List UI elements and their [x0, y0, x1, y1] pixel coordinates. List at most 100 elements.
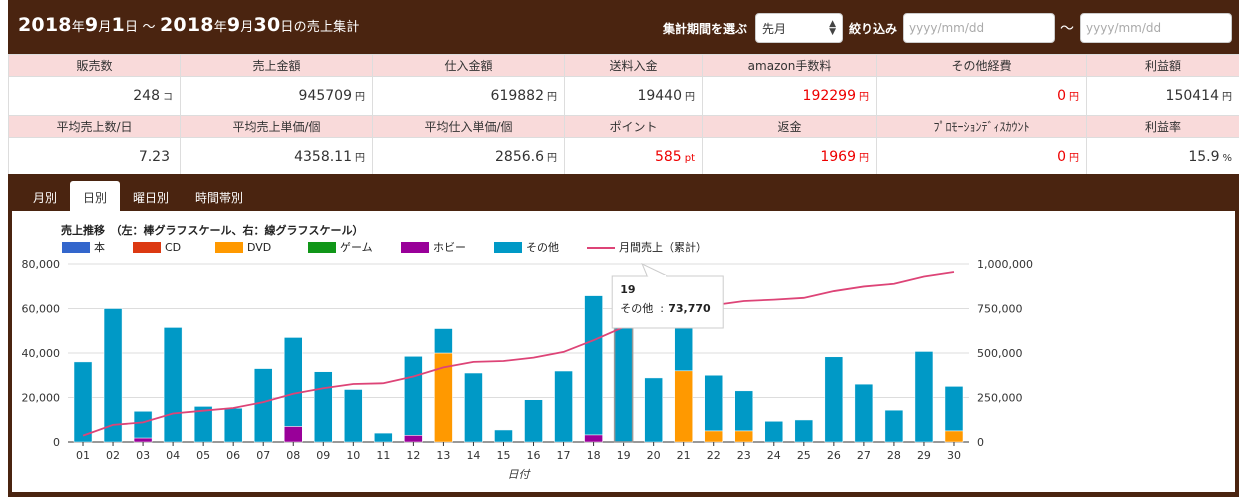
stat-label: 利益額	[1086, 54, 1239, 77]
bar-other-11	[374, 432, 393, 443]
y-tick-label: 40,000	[22, 347, 61, 360]
period-select[interactable]: 先月 ▲ ▼	[755, 13, 844, 43]
stat-number: 0	[1057, 149, 1066, 165]
stat-label: amazon手数料	[702, 54, 877, 77]
legend-label: 本	[94, 240, 105, 254]
stat-value: 7.23	[8, 137, 181, 177]
x-tick-label: 18	[587, 449, 601, 462]
x-tick-label: 27	[857, 449, 871, 462]
stat-label: 平均売上数/日	[8, 115, 181, 138]
x-tick-label: 24	[767, 449, 781, 462]
stat-label: その他経費	[876, 54, 1087, 77]
legend-swatch-game	[308, 242, 336, 253]
stat-number: 0	[1057, 88, 1066, 104]
stat-number: 619882	[490, 88, 544, 104]
stat-label: 利益率	[1086, 115, 1239, 138]
legend-swatch-hobby	[401, 242, 429, 253]
x-tick-label: 10	[346, 449, 360, 462]
y2-tick-label: 250,000	[977, 392, 1023, 405]
x-tick-label: 11	[376, 449, 390, 462]
stat-number: 945709	[298, 88, 352, 104]
stat-label: 平均売上単価/個	[180, 115, 373, 138]
x-tick-label: 02	[106, 449, 120, 462]
bar-other-10	[344, 389, 363, 443]
bar-dvd-30	[944, 430, 964, 443]
x-tick-label: 16	[527, 449, 541, 462]
x-tick-label: 04	[166, 449, 180, 462]
bar-other-29	[914, 351, 934, 443]
bar-other-28	[884, 409, 904, 443]
x-tick-label: 08	[286, 449, 300, 462]
stat-number: 7.23	[138, 149, 170, 165]
y2-tick-label: 500,000	[977, 347, 1023, 360]
date-from-input[interactable]: yyyy/mm/dd	[903, 13, 1056, 43]
period-select-value: 先月	[762, 21, 787, 36]
legend-label: ホビー	[433, 241, 466, 254]
legend-label: CD	[165, 241, 181, 254]
bar-other-15	[494, 429, 513, 443]
x-tick-label: 06	[226, 449, 240, 462]
bar-other-17	[554, 370, 573, 443]
bar-other-12	[404, 356, 423, 436]
tooltip-series: その他	[620, 302, 653, 315]
stat-label: 販売数	[8, 54, 181, 77]
tooltip-value: 73,770	[668, 302, 711, 315]
bar-other-09	[314, 371, 333, 443]
stat-unit: pt	[684, 153, 695, 164]
tab-2[interactable]: 曜日別	[133, 190, 170, 205]
bar-dvd-23	[734, 430, 754, 443]
stat-number: 192299	[802, 88, 856, 104]
bar-other-07	[253, 368, 273, 443]
stat-unit: 円	[1069, 153, 1079, 164]
x-tick-label: 19	[617, 449, 631, 462]
y-tick-label: 80,000	[22, 258, 61, 271]
date-to-input[interactable]: yyyy/mm/dd	[1080, 13, 1233, 43]
bar-other-23	[734, 390, 754, 432]
tab-3[interactable]: 時間帯別	[195, 190, 244, 205]
x-tick-label: 22	[707, 449, 721, 462]
x-tick-label: 13	[436, 449, 450, 462]
legend-label: ゲーム	[340, 241, 373, 254]
stat-label: 平均仕入単価/個	[372, 115, 565, 138]
tooltip-pointer	[641, 262, 668, 277]
stat-label: 売上金額	[180, 54, 373, 77]
x-tick-label: 12	[406, 449, 420, 462]
header-bar: 2018年9月1日 ～ 2018年9月30日の売上集計 集計期間を選ぶ 先月 ▲…	[8, 0, 1239, 54]
updown-arrows-icon: ▲ ▼	[829, 19, 837, 37]
chart-title: 売上推移 （左：棒グラフスケール、右：線グラフスケール）	[61, 223, 364, 237]
stat-label: ポイント	[564, 115, 703, 138]
tab-1[interactable]: 日別	[70, 181, 121, 213]
stat-unit: コ	[163, 92, 173, 103]
y-tick-label: 20,000	[22, 392, 61, 405]
chart-area: 売上推移 （左：棒グラフスケール、右：線グラフスケール） 本 CD DVD ゲーム ホビー…	[12, 211, 1235, 492]
y2-tick-label: 1,000,000	[977, 258, 1033, 271]
bar-other-22	[704, 375, 723, 432]
date-from-placeholder: yyyy/mm/dd	[909, 21, 985, 35]
legend-swatch-dvd	[215, 242, 243, 253]
stat-unit: 円	[1069, 92, 1079, 103]
stat-value: 1969 円	[702, 137, 877, 177]
x-tick-label: 25	[797, 449, 811, 462]
x-tick-label: 14	[466, 449, 480, 462]
legend-label: その他	[526, 241, 559, 254]
bar-other-01	[73, 361, 93, 443]
bar-other-24	[764, 421, 784, 443]
stat-label: 仕入金額	[372, 54, 565, 77]
bar-other-04	[163, 327, 183, 443]
stat-label: 送料入金	[564, 54, 703, 77]
date-to-placeholder: yyyy/mm/dd	[1086, 21, 1162, 35]
stat-number: 1969	[820, 149, 856, 165]
chart-panel: 月別 日別 曜日別 時間帯別 売上推移 （左：棒グラフスケール、右：線グラフスケール）…	[8, 174, 1239, 497]
x-tick-label: 20	[647, 449, 661, 462]
stat-number: 585	[654, 149, 682, 165]
y-tick-label: 0	[53, 436, 60, 449]
x-tick-label: 03	[136, 449, 150, 462]
bar-dvd-21	[674, 370, 693, 443]
filter-label: 絞り込み	[849, 21, 898, 36]
x-tick-label: 05	[196, 449, 210, 462]
tab-0[interactable]: 月別	[33, 190, 58, 205]
tooltip-box	[611, 275, 724, 329]
stat-unit: %	[1222, 153, 1232, 164]
bar-other-06	[223, 407, 243, 443]
